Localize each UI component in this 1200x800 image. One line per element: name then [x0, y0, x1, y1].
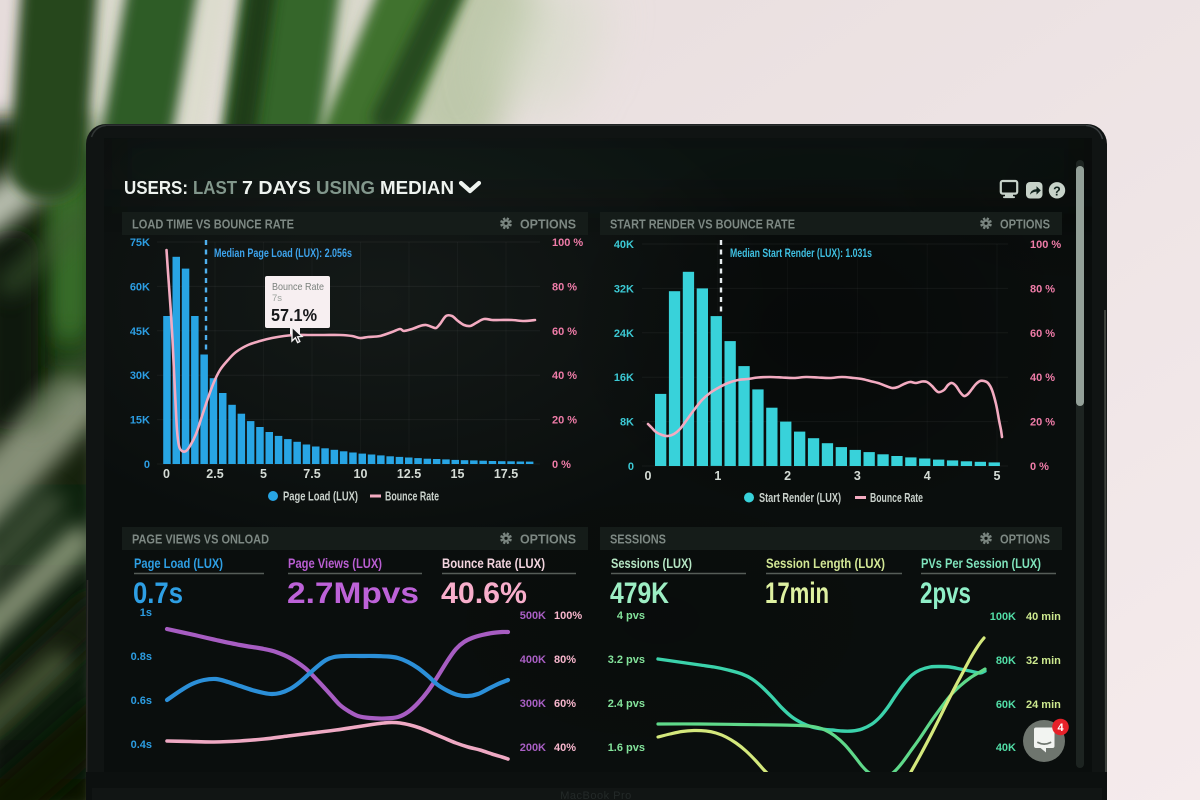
- svg-text:0: 0: [645, 469, 652, 483]
- svg-text:60 %: 60 %: [552, 326, 577, 338]
- svg-text:1s: 1s: [140, 607, 152, 619]
- svg-text:Median Start Render (LUX): 1.0: Median Start Render (LUX): 1.031s: [730, 248, 872, 260]
- svg-text:80 %: 80 %: [552, 281, 577, 293]
- svg-text:200K: 200K: [520, 742, 546, 754]
- svg-text:12.5: 12.5: [397, 467, 421, 481]
- svg-text:40 %: 40 %: [1030, 372, 1055, 384]
- svg-text:USERS:: USERS:: [124, 177, 188, 198]
- svg-text:5: 5: [260, 467, 267, 481]
- svg-text:40K: 40K: [614, 239, 634, 251]
- svg-text:500K: 500K: [520, 610, 546, 622]
- svg-text:300K: 300K: [520, 698, 546, 710]
- svg-text:32K: 32K: [614, 283, 634, 295]
- svg-text:Session Length (LUX): Session Length (LUX): [766, 555, 885, 571]
- svg-text:80 %: 80 %: [1030, 283, 1055, 295]
- svg-text:20 %: 20 %: [1030, 417, 1055, 429]
- svg-text:80K: 80K: [996, 655, 1016, 667]
- svg-text:15K: 15K: [130, 415, 150, 427]
- svg-text:17min: 17min: [765, 577, 829, 610]
- svg-text:OPTIONS: OPTIONS: [1000, 533, 1050, 547]
- svg-text:24 min: 24 min: [1026, 699, 1061, 711]
- svg-text:100K: 100K: [990, 611, 1016, 623]
- svg-text:2pvs: 2pvs: [920, 577, 971, 610]
- svg-text:3: 3: [854, 469, 861, 483]
- svg-text:8K: 8K: [620, 417, 634, 429]
- svg-text:0.4s: 0.4s: [131, 739, 152, 751]
- svg-text:2.7Mpvs: 2.7Mpvs: [287, 577, 419, 610]
- svg-text:0: 0: [628, 461, 634, 473]
- svg-text:MacBook Pro: MacBook Pro: [560, 790, 632, 800]
- svg-text:OPTIONS: OPTIONS: [520, 218, 576, 232]
- svg-text:4: 4: [924, 469, 931, 483]
- svg-text:1: 1: [714, 469, 721, 483]
- svg-text:7 DAYS: 7 DAYS: [242, 177, 311, 198]
- svg-text:7s: 7s: [272, 293, 282, 304]
- svg-text:57.1%: 57.1%: [271, 305, 317, 325]
- svg-text:60K: 60K: [996, 699, 1016, 711]
- svg-text:MEDIAN: MEDIAN: [380, 177, 454, 198]
- svg-text:45K: 45K: [130, 326, 150, 338]
- svg-text:0 %: 0 %: [552, 459, 571, 471]
- svg-text:40 %: 40 %: [552, 370, 577, 382]
- svg-text:LOAD TIME VS BOUNCE RATE: LOAD TIME VS BOUNCE RATE: [132, 218, 294, 232]
- svg-text:10: 10: [354, 467, 368, 481]
- svg-text:SESSIONS: SESSIONS: [610, 533, 666, 547]
- svg-text:40 min: 40 min: [1026, 611, 1061, 623]
- svg-text:Sessions (LUX): Sessions (LUX): [611, 555, 692, 571]
- svg-text:?: ?: [1053, 184, 1061, 198]
- svg-text:100 %: 100 %: [1030, 239, 1061, 251]
- svg-text:1.6 pvs: 1.6 pvs: [608, 742, 645, 754]
- svg-text:80%: 80%: [554, 654, 576, 666]
- svg-text:Median Page Load (LUX): 2.056s: Median Page Load (LUX): 2.056s: [214, 248, 352, 260]
- svg-text:Page Views (LUX): Page Views (LUX): [288, 555, 382, 571]
- svg-text:LAST: LAST: [193, 177, 238, 198]
- svg-text:17.5: 17.5: [494, 467, 518, 481]
- svg-text:0.6s: 0.6s: [131, 695, 152, 707]
- svg-text:Bounce Rate: Bounce Rate: [385, 490, 439, 504]
- svg-text:USING: USING: [316, 177, 375, 198]
- svg-text:OPTIONS: OPTIONS: [520, 533, 576, 547]
- svg-text:30K: 30K: [130, 370, 150, 382]
- svg-text:4: 4: [1057, 722, 1064, 734]
- svg-text:5: 5: [994, 469, 1001, 483]
- svg-text:4 pvs: 4 pvs: [617, 610, 645, 622]
- svg-text:Bounce Rate: Bounce Rate: [870, 491, 923, 505]
- svg-text:0.8s: 0.8s: [131, 651, 152, 663]
- svg-text:24K: 24K: [614, 328, 634, 340]
- svg-text:20 %: 20 %: [552, 415, 577, 427]
- svg-text:100%: 100%: [554, 610, 582, 622]
- svg-text:0 %: 0 %: [1030, 461, 1049, 473]
- svg-text:32 min: 32 min: [1026, 655, 1061, 667]
- svg-text:PVs Per Session (LUX): PVs Per Session (LUX): [921, 555, 1041, 571]
- svg-text:0: 0: [144, 459, 150, 471]
- svg-text:2: 2: [784, 469, 791, 483]
- svg-text:60K: 60K: [130, 281, 150, 293]
- svg-text:479K: 479K: [610, 577, 669, 610]
- svg-text:400K: 400K: [520, 654, 546, 666]
- svg-text:100 %: 100 %: [552, 237, 583, 249]
- svg-text:0: 0: [163, 467, 170, 481]
- svg-text:40.6%: 40.6%: [441, 577, 527, 610]
- svg-text:40%: 40%: [554, 742, 576, 754]
- svg-text:15: 15: [451, 467, 465, 481]
- svg-text:7.5: 7.5: [303, 467, 320, 481]
- svg-text:2.5: 2.5: [206, 467, 223, 481]
- svg-text:75K: 75K: [130, 237, 150, 249]
- svg-text:Bounce Rate: Bounce Rate: [272, 281, 324, 293]
- svg-text:Page Load (LUX): Page Load (LUX): [134, 555, 223, 571]
- svg-text:0.7s: 0.7s: [133, 577, 183, 610]
- svg-text:Start Render (LUX): Start Render (LUX): [759, 491, 841, 505]
- svg-text:Bounce Rate (LUX): Bounce Rate (LUX): [442, 555, 545, 571]
- svg-text:40K: 40K: [996, 742, 1016, 754]
- svg-text:PAGE VIEWS VS ONLOAD: PAGE VIEWS VS ONLOAD: [132, 533, 269, 547]
- svg-text:START RENDER VS BOUNCE RATE: START RENDER VS BOUNCE RATE: [610, 218, 795, 232]
- svg-text:60%: 60%: [554, 698, 576, 710]
- svg-text:OPTIONS: OPTIONS: [1000, 218, 1050, 232]
- svg-text:3.2 pvs: 3.2 pvs: [608, 654, 645, 666]
- svg-text:16K: 16K: [614, 372, 634, 384]
- svg-text:60 %: 60 %: [1030, 328, 1055, 340]
- svg-text:2.4 pvs: 2.4 pvs: [608, 698, 645, 710]
- svg-text:Page Load (LUX): Page Load (LUX): [283, 490, 358, 504]
